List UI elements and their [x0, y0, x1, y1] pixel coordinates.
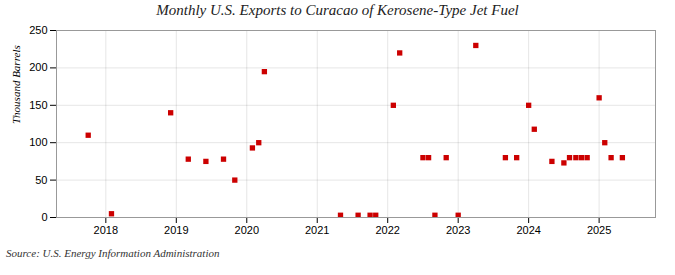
svg-text:2025: 2025 — [587, 224, 611, 236]
svg-text:250: 250 — [29, 24, 47, 36]
html-text:Monthly U.S. Exports to Curaca: Monthly U.S. Exports to Curacao of Keros… — [156, 2, 519, 18]
svg-text:2024: 2024 — [516, 224, 540, 236]
svg-text:2019: 2019 — [164, 224, 188, 236]
svg-text:100: 100 — [29, 136, 47, 148]
svg-text:2021: 2021 — [305, 224, 329, 236]
svg-text:150: 150 — [29, 99, 47, 111]
svg-text:0: 0 — [41, 211, 47, 223]
svg-text:50: 50 — [35, 174, 47, 186]
svg-text:200: 200 — [29, 61, 47, 73]
svg-text:2018: 2018 — [94, 224, 118, 236]
svg-text:2023: 2023 — [446, 224, 470, 236]
svg-text:2020: 2020 — [235, 224, 259, 236]
svg-text:2022: 2022 — [375, 224, 399, 236]
svg-text:Thousand Barrels: Thousand Barrels — [10, 45, 22, 124]
html-text:Source: U.S. Energy Informatio: Source: U.S. Energy Information Administ… — [6, 247, 220, 259]
